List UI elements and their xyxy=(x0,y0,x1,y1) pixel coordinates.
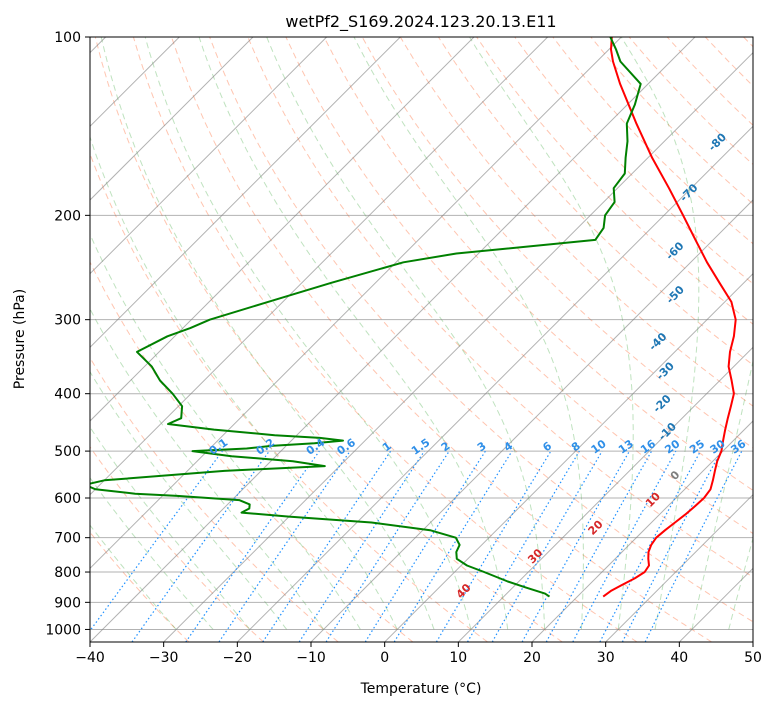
moist-adiabat-line xyxy=(90,476,214,630)
mixing-ratio-line xyxy=(262,450,392,642)
isotherm-line xyxy=(457,346,753,642)
dry-adiabat-line xyxy=(90,356,339,642)
dry-adiabat-line xyxy=(209,37,753,623)
temperature-profile xyxy=(602,37,737,598)
x-tick-label: 20 xyxy=(523,650,541,666)
isotherm-line xyxy=(163,51,753,642)
y-tick-label: 500 xyxy=(54,444,81,460)
moist-adiabats xyxy=(90,37,753,630)
moist-adiabat-line xyxy=(90,232,361,630)
isotherm-line xyxy=(90,37,696,642)
mixing-ratio-line xyxy=(218,450,351,642)
isotherm-line xyxy=(90,37,328,275)
axes: −40 −30 −20 −10 0 10 20 30 40 50 100 200 300 400 500 60… xyxy=(45,30,762,666)
isotherm-line xyxy=(531,420,753,642)
y-tick-label: 400 xyxy=(54,387,81,403)
x-axis-label: Temperature (°C) xyxy=(360,681,482,697)
moist-adiabat-line xyxy=(691,358,753,630)
y-tick-label: 600 xyxy=(54,491,81,507)
mixing-ratio-line xyxy=(185,450,320,642)
moist-adiabat-line xyxy=(469,37,634,630)
mixing-ratio-line xyxy=(393,450,513,642)
moist-adiabat-line xyxy=(100,37,435,630)
moist-adiabat-label: -90 xyxy=(749,80,772,103)
x-tick-label: −40 xyxy=(75,650,105,666)
y-tick-label: 1000 xyxy=(45,622,81,638)
mixing-ratio-line xyxy=(521,450,631,642)
dry-adiabats xyxy=(90,37,753,642)
moist-adiabat-line xyxy=(198,37,509,630)
isotherm-line xyxy=(90,37,254,201)
dry-adiabat-line xyxy=(285,37,753,535)
x-tick-label: 0 xyxy=(380,650,389,666)
mixing-ratio-line xyxy=(325,450,450,642)
y-tick-label: 200 xyxy=(54,208,81,224)
x-tick-label: −30 xyxy=(149,650,179,666)
dry-adiabat-line xyxy=(323,37,753,491)
y-tick-label: 900 xyxy=(54,595,81,611)
x-tick-label: 40 xyxy=(670,650,688,666)
x-tick-label: 10 xyxy=(449,650,467,666)
profiles xyxy=(90,37,737,598)
isotherms xyxy=(90,37,753,642)
moist-adiabat-line xyxy=(353,37,584,630)
isotherm-line xyxy=(310,199,753,642)
dry-adiabat-line xyxy=(514,37,753,285)
y-axis-label: Pressure (hPa) xyxy=(12,289,28,389)
mixing-ratio-line xyxy=(545,450,653,642)
dry-adiabat-line xyxy=(247,37,753,578)
mixing-ratio-lines xyxy=(90,450,743,642)
dry-adiabat-line xyxy=(90,446,264,642)
y-tick-label: 300 xyxy=(54,313,81,329)
dry-adiabat-line xyxy=(171,37,712,642)
moist-adiabat-line xyxy=(90,308,324,630)
dry-adiabat-line xyxy=(94,37,563,642)
moist-adiabat-line xyxy=(90,524,177,630)
dewpoint-profile xyxy=(90,37,642,598)
moist-adiabat-line xyxy=(90,370,288,630)
moist-adiabat-line xyxy=(144,37,472,630)
moist-adiabat-line xyxy=(620,37,700,630)
isotherm-line xyxy=(605,493,753,642)
dry-adiabat-line xyxy=(476,37,753,325)
isotherm-line xyxy=(384,272,753,642)
isotherm-line xyxy=(90,37,549,496)
x-tick-label: 30 xyxy=(597,650,615,666)
chart-title: wetPf2_S169.2024.123.20.13.E11 xyxy=(285,12,556,32)
mixing-ratio-line xyxy=(90,450,223,632)
moist-adiabat-line xyxy=(90,135,398,630)
y-tick-label: 100 xyxy=(54,30,81,46)
isotherm-line xyxy=(90,37,401,349)
moist-adiabat-line xyxy=(90,426,251,630)
mixing-ratio-line xyxy=(131,450,270,642)
y-tick-label: 800 xyxy=(54,565,81,581)
x-tick-label: −10 xyxy=(296,650,326,666)
mixing-ratio-line xyxy=(572,450,677,642)
dry-adiabat-line xyxy=(132,37,638,642)
mixing-ratio-line xyxy=(298,450,425,642)
mixing-ratio-line xyxy=(644,450,743,642)
isotherm-line xyxy=(90,37,475,422)
moist-adiabat-line xyxy=(266,37,546,630)
x-tick-label: 50 xyxy=(744,650,762,666)
isotherm-line xyxy=(90,37,622,570)
isotherm-line xyxy=(236,125,753,642)
dry-adiabat-line xyxy=(90,260,414,642)
y-tick-label: 700 xyxy=(54,531,81,547)
plot-area: 0.10.20.40.611.52346810131620253036-100-… xyxy=(90,37,772,642)
moist-adiabat-line xyxy=(728,536,753,630)
x-tick-label: −20 xyxy=(223,650,253,666)
plot-frame xyxy=(89,36,754,643)
